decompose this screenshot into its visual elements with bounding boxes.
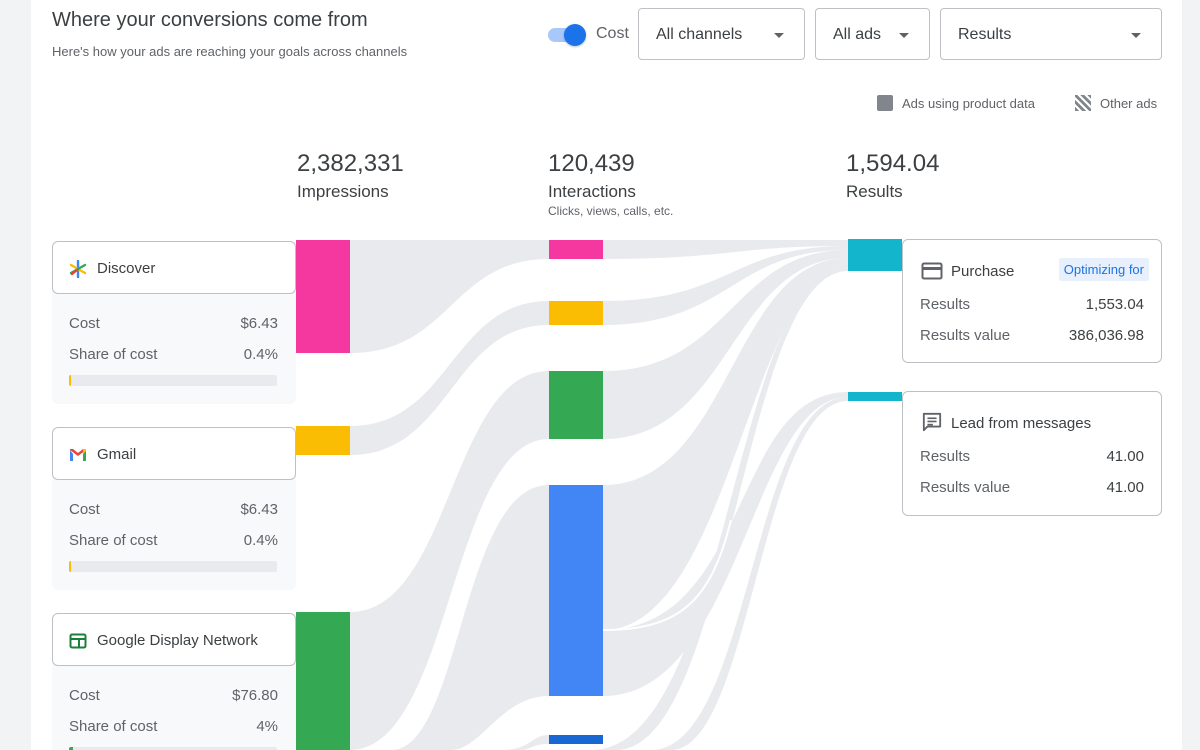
result-card-purchase[interactable]: Purchase Optimizing for Results 1,553.04… bbox=[902, 239, 1162, 363]
cost-row: Cost $6.43 bbox=[69, 501, 278, 518]
node-lead-results bbox=[848, 392, 902, 401]
caret-down-icon bbox=[1131, 33, 1141, 38]
share-label: Share of cost bbox=[69, 718, 158, 735]
channel-header[interactable]: Google Display Network bbox=[52, 613, 296, 666]
channel-header[interactable]: Gmail bbox=[52, 427, 296, 480]
share-bar-fill bbox=[69, 561, 71, 572]
cost-toggle[interactable] bbox=[546, 24, 586, 46]
impressions-value: 2,382,331 bbox=[297, 150, 404, 177]
channel-card-display-network: Google Display Network Cost $76.80 Share… bbox=[52, 613, 296, 750]
share-value: 0.4% bbox=[243, 532, 278, 549]
interactions-value: 120,439 bbox=[548, 150, 635, 177]
flow-gaps bbox=[602, 519, 732, 631]
results-value: 386,036.98 bbox=[1068, 327, 1144, 344]
cost-toggle-label: Cost bbox=[596, 25, 629, 42]
share-label: Share of cost bbox=[69, 532, 158, 549]
results-row: Results 1,553.04 bbox=[920, 296, 1144, 313]
impressions-label: Impressions bbox=[297, 182, 389, 201]
result-name: Purchase bbox=[951, 263, 1015, 280]
dropdown-label: Results bbox=[958, 26, 1012, 43]
interactions-sublabel: Clicks, views, calls, etc. bbox=[548, 204, 674, 218]
page-subtitle: Here's how your ads are reaching your go… bbox=[52, 44, 408, 59]
share-row: Share of cost 0.4% bbox=[69, 346, 278, 363]
node-gmail-impressions bbox=[296, 426, 350, 455]
results-row: Results 41.00 bbox=[920, 448, 1144, 465]
share-bar bbox=[69, 747, 277, 750]
node-youtube-interactions bbox=[549, 735, 603, 744]
results-count: 41.00 bbox=[1106, 448, 1144, 465]
ads-dropdown[interactable]: All ads bbox=[815, 8, 930, 60]
result-name: Lead from messages bbox=[951, 415, 1092, 432]
legend-product-data: Ads using product data bbox=[877, 95, 1035, 111]
legend-label: Ads using product data bbox=[902, 95, 1035, 111]
optimizing-badge: Optimizing for bbox=[1058, 258, 1149, 281]
dropdown-label: All ads bbox=[833, 26, 882, 43]
flow-ribbons bbox=[350, 240, 848, 750]
discover-icon bbox=[69, 260, 87, 278]
share-bar-fill bbox=[69, 375, 71, 386]
results-label: Results bbox=[920, 296, 971, 313]
cost-row: Cost $6.43 bbox=[69, 315, 278, 332]
node-discover-impressions bbox=[296, 240, 350, 353]
dropdown-label: All channels bbox=[656, 26, 743, 43]
credit-card-icon bbox=[921, 262, 943, 280]
cost-row: Cost $76.80 bbox=[69, 687, 278, 704]
caret-down-icon bbox=[899, 33, 909, 38]
legend-label: Other ads bbox=[1100, 95, 1158, 111]
caret-down-icon bbox=[774, 33, 784, 38]
node-discover-interactions bbox=[549, 240, 603, 259]
share-value: 4% bbox=[256, 718, 278, 735]
share-bar-fill bbox=[69, 747, 73, 750]
cost-value: $6.43 bbox=[240, 501, 278, 518]
display-network-icon bbox=[69, 633, 87, 649]
gmail-icon bbox=[70, 449, 86, 461]
results-value-label: Results value bbox=[920, 327, 1011, 344]
node-purchase-results bbox=[848, 239, 902, 271]
share-value: 0.4% bbox=[243, 346, 278, 363]
channel-header[interactable]: Discover bbox=[52, 241, 296, 294]
channels-dropdown[interactable]: All channels bbox=[638, 8, 805, 60]
sankey-flows bbox=[296, 239, 902, 750]
node-search-interactions bbox=[549, 485, 603, 696]
results-value-row: Results value 41.00 bbox=[920, 479, 1144, 496]
channel-name: Gmail bbox=[97, 446, 137, 463]
cost-value: $76.80 bbox=[232, 687, 278, 704]
conversions-panel: Where your conversions come from Here's … bbox=[31, 0, 1182, 750]
cost-value: $6.43 bbox=[240, 315, 278, 332]
toggle-thumb bbox=[564, 24, 586, 46]
cost-label: Cost bbox=[69, 687, 100, 704]
interactions-label: Interactions bbox=[548, 182, 636, 201]
results-value-row: Results value 386,036.98 bbox=[920, 327, 1144, 344]
metric-dropdown[interactable]: Results bbox=[940, 8, 1162, 60]
hatched-square-icon bbox=[1075, 95, 1091, 111]
solid-square-icon bbox=[877, 95, 893, 111]
results-value-label: Results value bbox=[920, 479, 1011, 496]
results-value: 1,594.04 bbox=[846, 150, 940, 177]
channel-card-discover: Discover Cost $6.43 Share of cost 0.4% bbox=[52, 241, 296, 404]
results-value: 41.00 bbox=[1106, 479, 1144, 496]
results-label: Results bbox=[846, 182, 903, 201]
share-bar bbox=[69, 561, 277, 572]
message-icon bbox=[922, 412, 942, 432]
share-row: Share of cost 4% bbox=[69, 718, 278, 735]
node-display-impressions bbox=[296, 612, 350, 750]
page-title: Where your conversions come from bbox=[52, 9, 368, 31]
channel-card-gmail: Gmail Cost $6.43 Share of cost 0.4% bbox=[52, 427, 296, 590]
channel-name: Discover bbox=[97, 260, 156, 277]
share-bar bbox=[69, 375, 277, 386]
results-label: Results bbox=[920, 448, 971, 465]
share-label: Share of cost bbox=[69, 346, 158, 363]
cost-label: Cost bbox=[69, 315, 100, 332]
result-card-lead[interactable]: Lead from messages Results 41.00 Results… bbox=[902, 391, 1162, 516]
node-display-interactions bbox=[549, 371, 603, 439]
results-count: 1,553.04 bbox=[1085, 296, 1144, 313]
channel-name: Google Display Network bbox=[97, 632, 258, 649]
cost-label: Cost bbox=[69, 501, 100, 518]
legend-other-ads: Other ads bbox=[1075, 95, 1157, 111]
share-row: Share of cost 0.4% bbox=[69, 532, 278, 549]
node-gmail-interactions bbox=[549, 301, 603, 325]
